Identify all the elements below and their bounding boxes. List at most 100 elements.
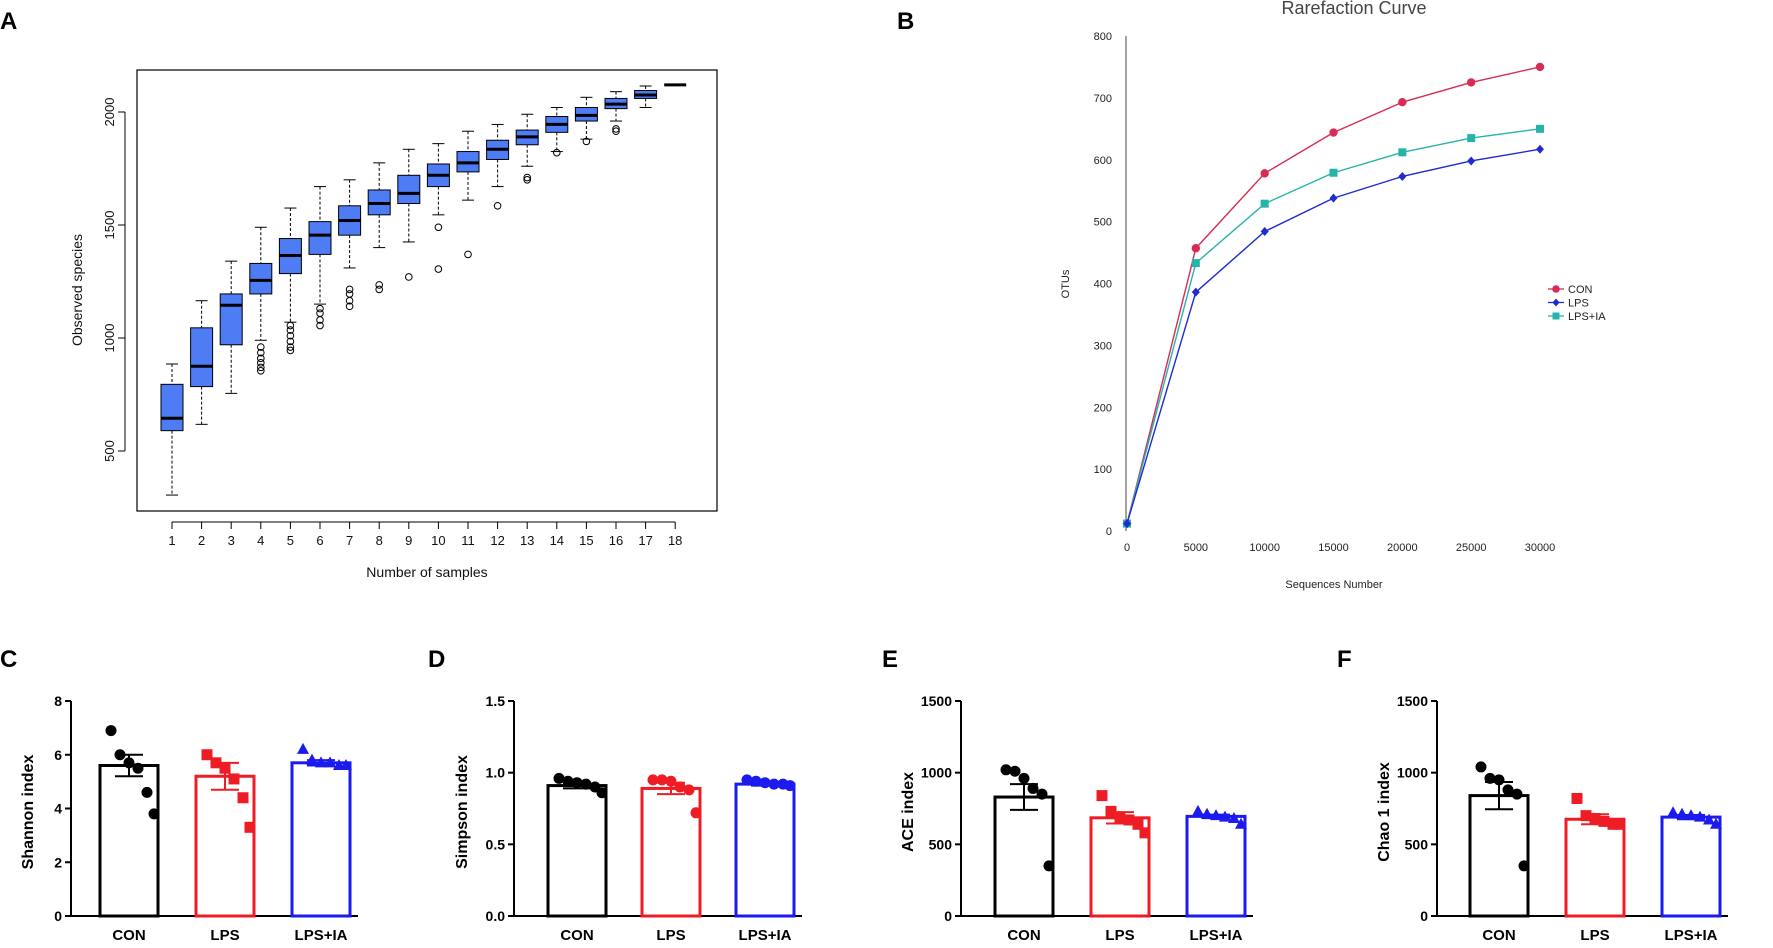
box-outlier (257, 363, 265, 372)
box-iqr (249, 262, 273, 295)
data-point (1105, 805, 1117, 817)
y-tick-label: 1.0 (486, 765, 506, 781)
series-line (1126, 148, 1541, 524)
boxplot-y-tick-label: 1500 (102, 211, 117, 240)
rarefaction-y-tick-label: 100 (1094, 464, 1112, 476)
data-point (674, 781, 686, 793)
data-point (1000, 764, 1012, 776)
boxplot-x-tick-label: 16 (609, 533, 623, 548)
data-point (228, 773, 240, 785)
boxplot-x-tick-label: 6 (316, 533, 323, 548)
panel-letter-a: A (0, 8, 17, 35)
x-category-label: CON (112, 927, 145, 943)
box-iqr (308, 221, 332, 255)
data-point (1685, 809, 1697, 821)
boxplot-x-tick-label: 2 (198, 533, 205, 548)
series-con (1122, 62, 1545, 528)
data-point (647, 774, 659, 786)
data-point (759, 777, 771, 789)
data-point (1114, 811, 1126, 823)
y-tick-label: 6 (54, 747, 62, 763)
box-group (219, 260, 243, 394)
box-outlier (523, 173, 532, 182)
boxplot-x-tick-label: 15 (579, 533, 593, 548)
data-point (1036, 788, 1048, 800)
rarefaction-title: Rarefaction Curve (1281, 0, 1426, 18)
simpson-y-label: Simpson index (454, 755, 471, 869)
data-point (750, 775, 762, 787)
bar-chart-simpson: Simpson index 0.0 0.5 1.0 1.5 CON LPS LPS+IA (454, 693, 802, 944)
data-point (1676, 807, 1688, 819)
boxplot-y-label: Observed species (69, 234, 85, 346)
data-point (297, 742, 309, 754)
x-category-label: LPS (210, 927, 239, 943)
box-iqr (397, 174, 421, 205)
panel-letter-e: E (882, 646, 898, 673)
panel-letter-b: B (897, 8, 914, 35)
data-point (1260, 199, 1269, 208)
data-point (1210, 809, 1222, 821)
data-point (553, 772, 565, 784)
data-point (1475, 761, 1487, 773)
bar (546, 784, 608, 918)
rarefaction-x-tick-label: 30000 (1525, 542, 1556, 554)
data-point (244, 821, 256, 833)
data-point (1607, 818, 1619, 830)
bar (640, 786, 702, 918)
data-point (1667, 806, 1679, 818)
x-category-label: LPS+IA (295, 927, 348, 943)
data-point (201, 749, 213, 761)
rarefaction-x-tick-label: 25000 (1456, 542, 1487, 554)
box-group (604, 91, 628, 136)
boxplot-x-tick-label: 18 (668, 533, 682, 548)
boxplot-x-tick-label: 10 (431, 533, 445, 548)
data-point (1139, 827, 1151, 839)
data-point (1009, 765, 1021, 777)
y-tick-label: 2 (54, 854, 62, 870)
box-iqr (160, 383, 184, 432)
data-point (315, 756, 327, 768)
box-outlier (257, 366, 265, 375)
boxplot-x-axis: 1 2 3 4 5 6 7 8 9 10 11 12 13 14 15 16 17 18 (168, 521, 682, 548)
data-point (340, 759, 352, 770)
data-point (1043, 860, 1055, 872)
bar-group-lps-ia (734, 774, 796, 918)
boxplot-x-tick-label: 3 (228, 533, 235, 548)
data-point (1235, 817, 1247, 829)
data-point (1123, 519, 1131, 529)
box-outlier (434, 265, 443, 273)
panel-letter-c: C (0, 646, 17, 673)
data-point (1132, 818, 1144, 830)
box-outlier (345, 302, 354, 311)
bar-chart-chao1: Chao 1 index 0 500 1000 1500 CON LPS LPS+IA (1376, 693, 1728, 944)
box-outlier (345, 296, 354, 305)
y-tick-label: 4 (54, 801, 62, 817)
data-point (1398, 148, 1407, 157)
box-group (634, 85, 658, 108)
data-point (1511, 788, 1523, 800)
data-point (324, 756, 336, 768)
bar-group-lps (194, 749, 256, 918)
data-point (132, 762, 144, 774)
box-outlier (553, 148, 561, 157)
boxplot-frame (136, 69, 718, 512)
box-outlier (316, 316, 324, 324)
y-tick-label: 500 (929, 836, 953, 852)
box-outlier (345, 290, 354, 298)
box-outlier (257, 354, 265, 363)
boxplot-x-tick-label: 13 (520, 533, 534, 548)
rarefaction-x-label: Sequences Number (1285, 579, 1383, 591)
series-line (1126, 128, 1541, 524)
data-point (571, 777, 583, 789)
panel-letter-d: D (428, 646, 445, 673)
rarefaction-y-tick-label: 200 (1094, 402, 1112, 414)
y-tick-label: 0.0 (486, 908, 506, 924)
boxplot-x-tick-label: 12 (490, 533, 504, 548)
data-point (1598, 815, 1610, 827)
x-category-label: LPS+IA (739, 927, 792, 943)
y-tick-label: 1000 (1397, 765, 1428, 781)
x-category-label: LPS+IA (1665, 927, 1718, 943)
boxplot-x-label: Number of samples (366, 564, 487, 580)
